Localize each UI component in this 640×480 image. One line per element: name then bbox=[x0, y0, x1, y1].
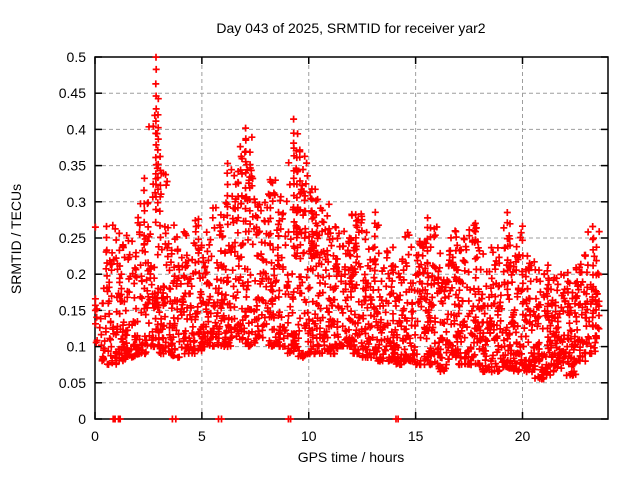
plot-border bbox=[94, 56, 609, 420]
x-tick-label: 15 bbox=[408, 428, 424, 444]
y-tick-label: 0.4 bbox=[67, 121, 87, 137]
y-tick-label: 0.25 bbox=[59, 230, 86, 246]
x-tick-label: 10 bbox=[301, 428, 317, 444]
chart-title: Day 043 of 2025, SRMTID for receiver yar… bbox=[216, 20, 485, 36]
tick-labels: 0 5 10 15 20 0 0.05 0.1 0.15 0.2 0.25 0.3 0.35 0.4 0.4… bbox=[59, 49, 531, 444]
y-axis-label: SRMTID / TECUs bbox=[8, 184, 24, 294]
y-tick-label: 0.35 bbox=[59, 158, 86, 174]
x-tick-label: 5 bbox=[198, 428, 206, 444]
x-tick-label: 0 bbox=[91, 428, 99, 444]
y-tick-label: 0.2 bbox=[67, 266, 87, 282]
y-tick-label: 0.5 bbox=[67, 49, 87, 65]
data-point-cloud bbox=[91, 53, 603, 423]
y-tick-label: 0.15 bbox=[59, 302, 86, 318]
data-point-layer bbox=[91, 53, 603, 423]
x-tick-label: 20 bbox=[515, 428, 531, 444]
y-tick-label: 0 bbox=[78, 411, 86, 427]
x-axis-label: GPS time / hours bbox=[298, 449, 405, 465]
y-tick-label: 0.1 bbox=[67, 339, 87, 355]
y-tick-label: 0.45 bbox=[59, 85, 86, 101]
y-tick-label: 0.05 bbox=[59, 375, 86, 391]
y-tick-label: 0.3 bbox=[67, 194, 87, 210]
